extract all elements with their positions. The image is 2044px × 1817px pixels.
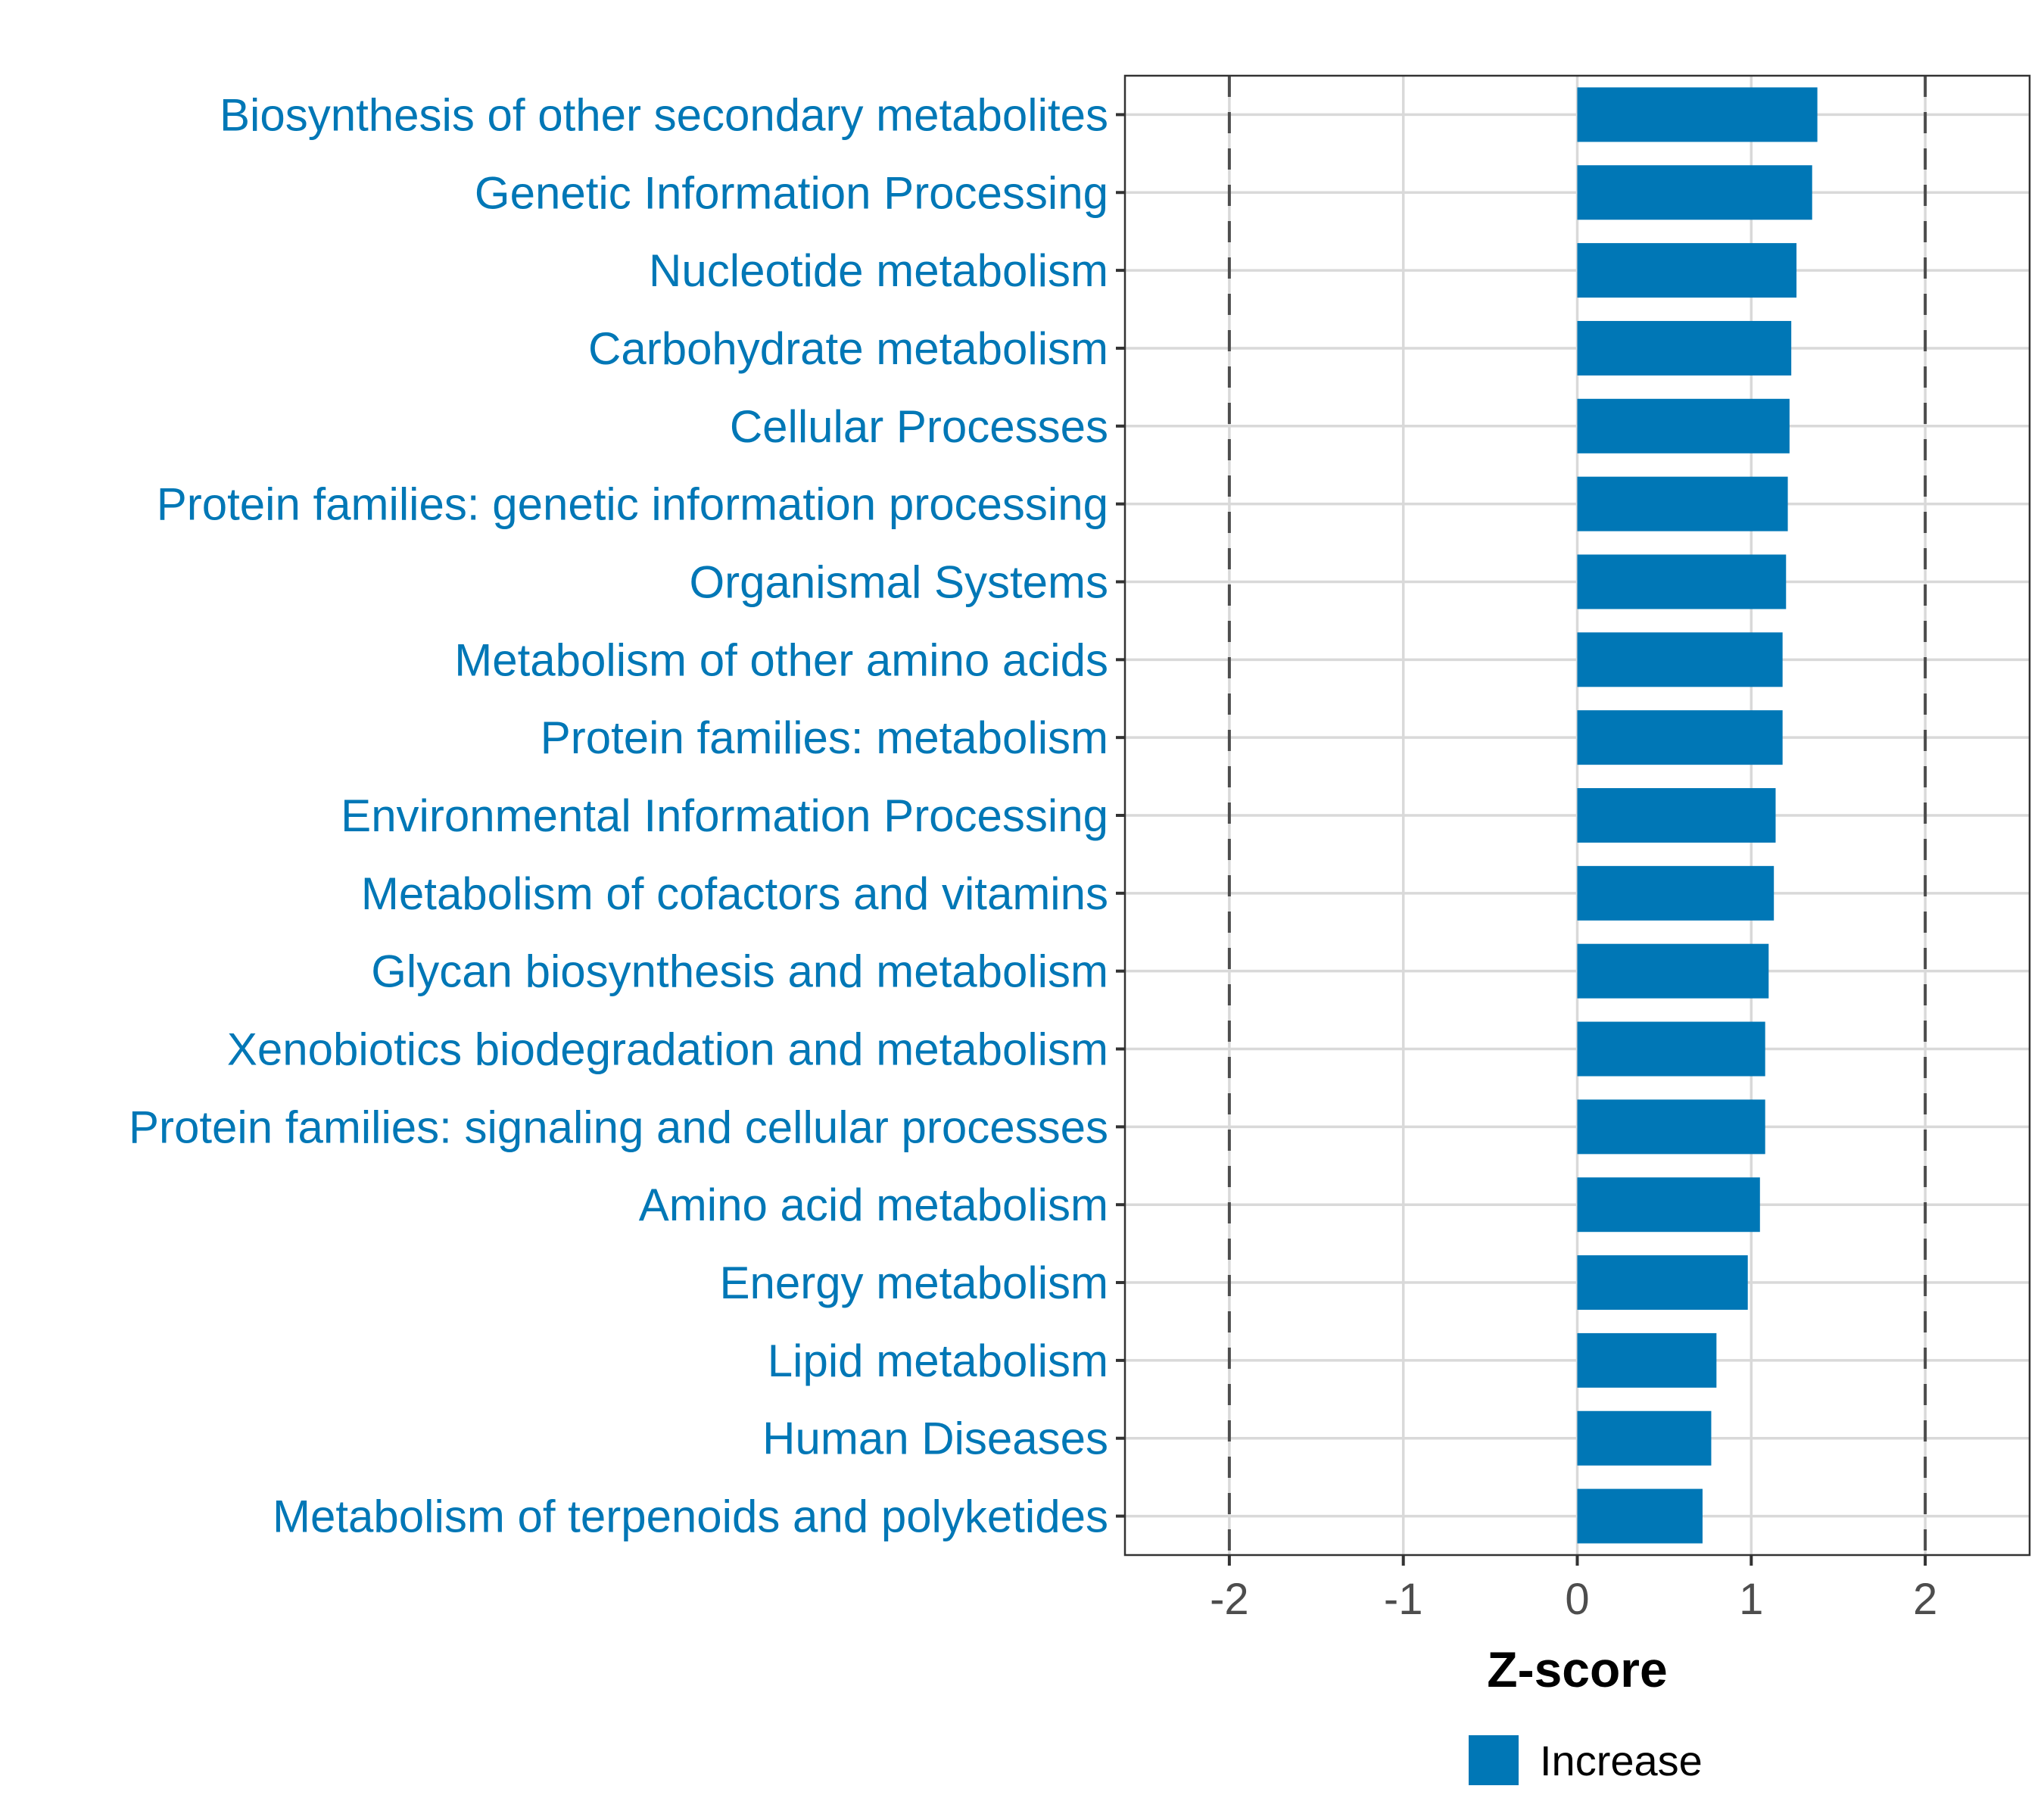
bars (1577, 87, 1818, 1544)
bar (1577, 476, 1788, 531)
bar (1577, 87, 1818, 142)
y-axis-ticks (1116, 113, 1125, 1518)
y-axis-label: Biosynthesis of other secondary metaboli… (220, 89, 1108, 140)
y-axis-label: Environmental Information Processing (341, 790, 1108, 841)
bar (1577, 943, 1769, 999)
legend: Increase (1469, 1735, 1703, 1785)
y-axis-label: Metabolism of other amino acids (454, 634, 1108, 685)
x-axis-ticks: -2 -1 0 1 2 (1210, 1555, 1937, 1624)
bar (1577, 398, 1790, 453)
y-axis-label: Glycan biosynthesis and metabolism (371, 946, 1108, 997)
y-axis-label: Protein families: genetic information pr… (157, 479, 1108, 530)
y-axis-label: Nucleotide metabolism (649, 245, 1108, 296)
bar (1577, 1021, 1765, 1077)
y-axis-labels: Biosynthesis of other secondary metaboli… (129, 89, 1108, 1541)
bar (1577, 320, 1792, 376)
legend-key-increase (1469, 1735, 1519, 1785)
y-axis-label: Cellular Processes (730, 401, 1108, 452)
bar (1577, 1177, 1760, 1233)
reference-lines (1227, 76, 1927, 1555)
x-tick-label: 1 (1739, 1575, 1763, 1624)
bar (1577, 710, 1783, 765)
y-axis-label: Human Diseases (762, 1413, 1108, 1464)
bar (1577, 632, 1783, 687)
x-axis-title: Z-score (1487, 1641, 1667, 1697)
x-tick-label: -1 (1384, 1575, 1423, 1624)
bar (1577, 865, 1774, 921)
y-axis-label: Genetic Information Processing (475, 167, 1108, 218)
x-tick-label: -2 (1210, 1575, 1249, 1624)
x-tick-label: 0 (1565, 1575, 1589, 1624)
legend-label-increase: Increase (1540, 1737, 1703, 1784)
y-axis-label: Lipid metabolism (768, 1335, 1108, 1386)
y-axis-label: Energy metabolism (719, 1258, 1108, 1308)
bar (1577, 1488, 1703, 1544)
y-axis-label: Metabolism of terpenoids and polyketides (273, 1491, 1108, 1542)
bar (1577, 243, 1797, 298)
x-tick-label: 2 (1913, 1575, 1937, 1624)
bar (1577, 1255, 1748, 1311)
y-axis-label: Xenobiotics biodegradation and metabolis… (227, 1024, 1108, 1075)
bar (1577, 1099, 1765, 1155)
y-axis-label: Metabolism of cofactors and vitamins (361, 868, 1108, 919)
bar (1577, 1410, 1712, 1466)
bar (1577, 165, 1812, 220)
bar (1577, 1332, 1717, 1388)
bar (1577, 554, 1787, 609)
y-axis-label: Amino acid metabolism (639, 1180, 1108, 1230)
y-axis-label: Protein families: signaling and cellular… (129, 1102, 1108, 1152)
bar (1577, 788, 1776, 843)
y-axis-label: Organismal Systems (690, 556, 1108, 607)
y-axis-label: Carbohydrate metabolism (588, 323, 1108, 374)
y-axis-label: Protein families: metabolism (541, 712, 1108, 763)
